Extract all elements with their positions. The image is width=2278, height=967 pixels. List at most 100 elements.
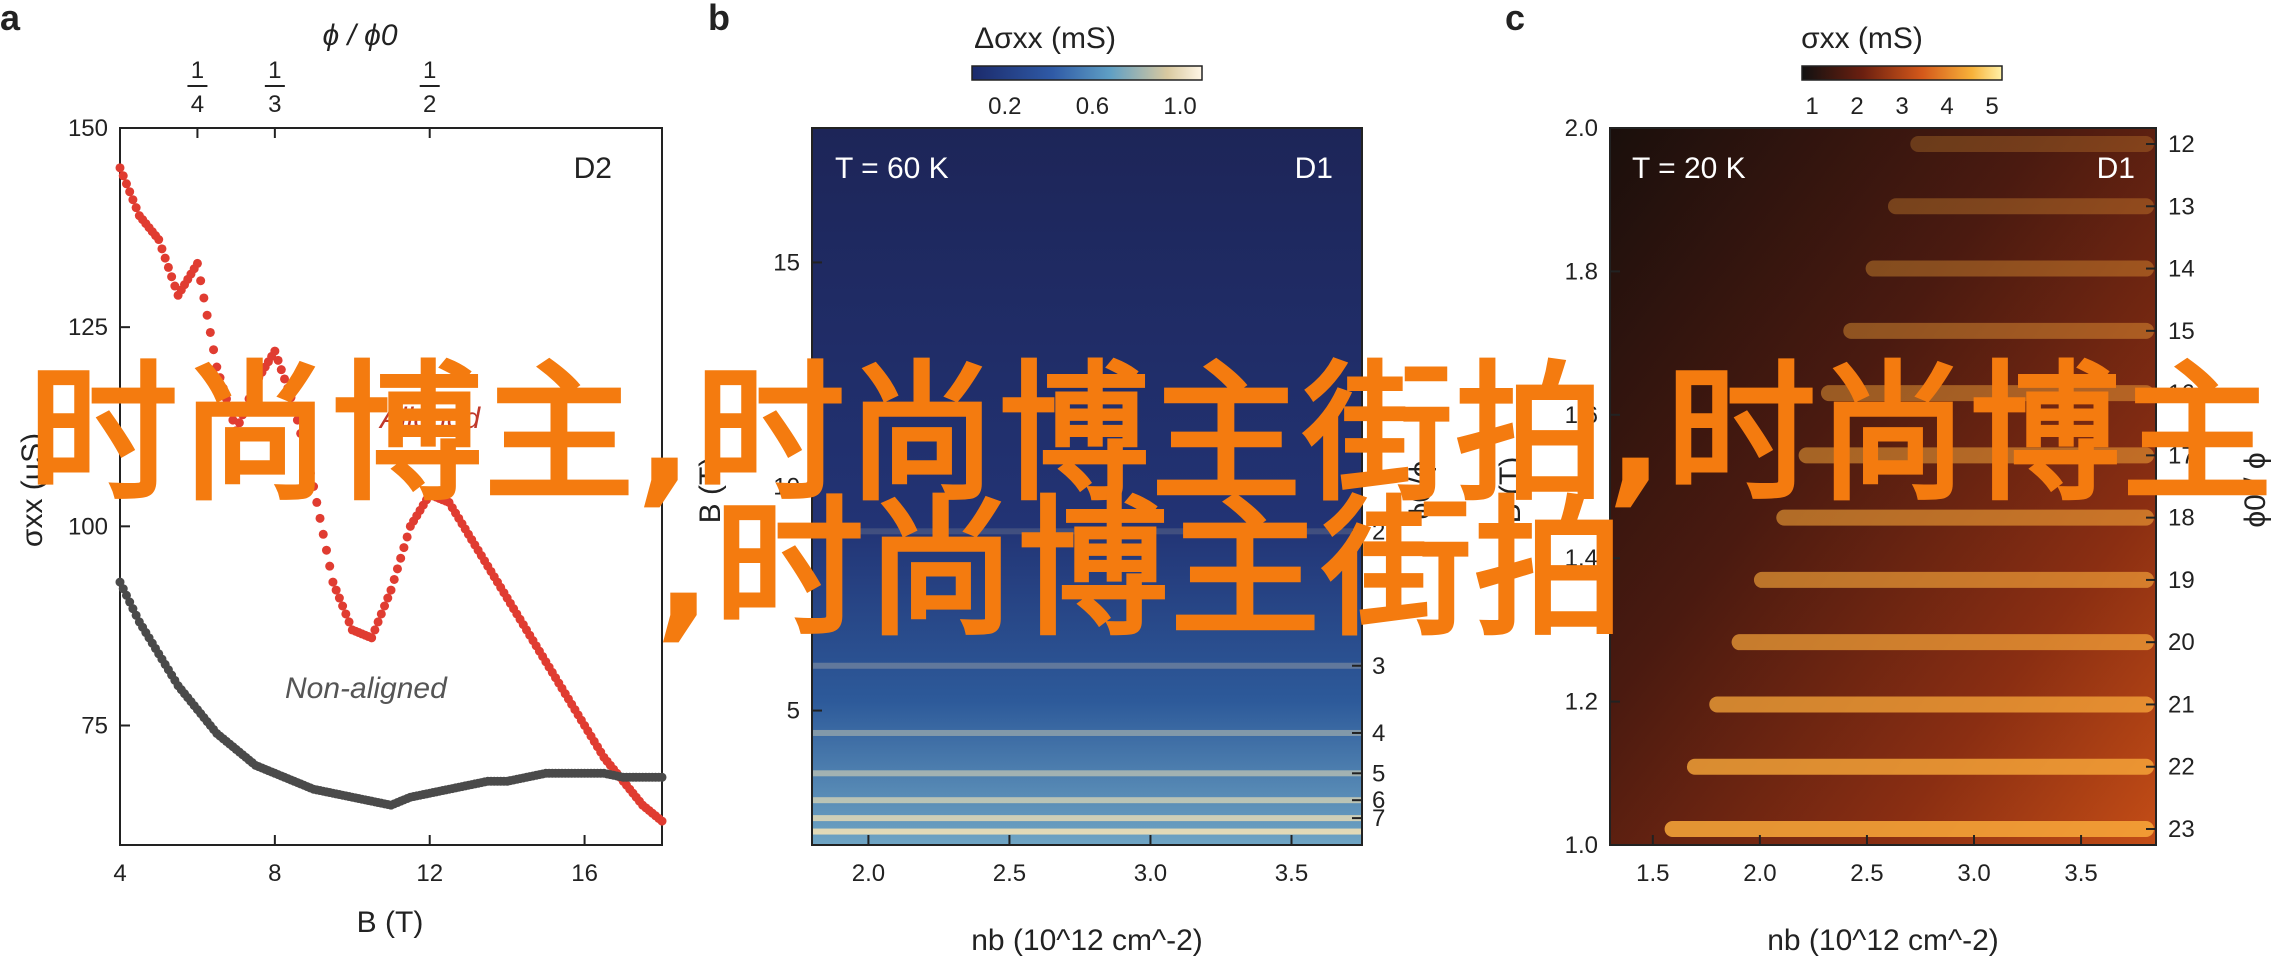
- x-tick-label: 1.5: [1636, 860, 1669, 887]
- data-point: [154, 235, 164, 245]
- data-point: [305, 468, 315, 478]
- y-tick-label: 1.4: [1565, 545, 1598, 572]
- data-point: [367, 633, 377, 643]
- fringe-band: [813, 662, 1361, 669]
- panel-a-axes: [119, 127, 663, 846]
- data-point: [121, 179, 131, 189]
- data-point: [209, 345, 219, 355]
- colorbar-tick-label: 0.2: [988, 93, 1021, 120]
- data-point: [273, 355, 283, 365]
- data-point: [283, 383, 293, 393]
- fringe-band: [1843, 322, 2154, 339]
- x-tick-label: 4: [113, 860, 126, 887]
- colorbar-tick-label: 4: [1940, 93, 1953, 120]
- panel-c-colorbar-ticks: 1 2 3 4 5: [1805, 93, 1998, 120]
- data-point: [202, 310, 212, 320]
- fringe-band: [1798, 447, 2154, 464]
- fringe-band: [813, 528, 1361, 535]
- panel-a-y-label: σxx (μS): [16, 433, 49, 547]
- fringe-band: [1776, 509, 2154, 526]
- data-point: [370, 625, 380, 635]
- data-point: [657, 772, 667, 782]
- right-tick-label: 4: [1372, 720, 1385, 747]
- colorbar-tick-label: 0.6: [1076, 93, 1109, 120]
- right-tick-label: 13: [2168, 193, 2195, 220]
- top-tick-denominator: 4: [191, 91, 204, 118]
- data-point: [125, 187, 135, 197]
- panel-a-aligned-label: Aligned: [378, 402, 481, 435]
- x-tick-label: 2.0: [1743, 860, 1776, 887]
- data-point: [328, 577, 338, 587]
- right-tick-label: 22: [2168, 754, 2195, 781]
- y-tick-label: 75: [81, 713, 108, 740]
- panel-b-right-label: ϕ0/ϕ: [1404, 461, 1437, 520]
- right-tick-label: 6: [1372, 787, 1385, 814]
- fringe-band: [1910, 136, 2154, 152]
- y-tick-label: 1.8: [1565, 258, 1598, 285]
- data-point: [244, 394, 254, 404]
- panel-b-colorbar-label: Δσxx (mS): [974, 22, 1116, 55]
- data-point: [386, 585, 396, 595]
- panel-c-x-ticks: 1.5 2.0 2.5 3.0 3.5: [1636, 835, 2098, 887]
- colorbar-tick-label: 3: [1895, 93, 1908, 120]
- panel-a-x-label: B (T): [357, 906, 424, 939]
- fringe-band: [1731, 634, 2154, 651]
- x-tick-label: 16: [571, 860, 598, 887]
- right-tick-label: 2: [1372, 518, 1385, 545]
- panel-b-y-label: B (T): [694, 457, 727, 524]
- data-point: [199, 293, 209, 303]
- fringe-band: [1887, 198, 2154, 215]
- top-tick-numerator: 1: [423, 57, 436, 84]
- data-point: [396, 553, 406, 563]
- panel-b-x-ticks: 2.0 2.5 3.0 3.5: [852, 835, 1308, 887]
- fringe-band: [1709, 696, 2154, 713]
- fringe-band: [813, 770, 1361, 777]
- data-point: [131, 203, 141, 213]
- right-tick-label: 12: [2168, 131, 2195, 158]
- right-tick-label: 7: [1372, 805, 1385, 832]
- data-point: [196, 276, 206, 286]
- data-point: [318, 529, 328, 539]
- data-point: [334, 593, 344, 603]
- data-point: [115, 163, 125, 173]
- data-point: [163, 262, 173, 272]
- data-point: [247, 386, 257, 396]
- data-point: [231, 426, 241, 436]
- panel-b-axes: [811, 127, 1363, 846]
- data-point: [221, 394, 231, 404]
- data-point: [373, 617, 383, 627]
- right-tick-label: 20: [2168, 629, 2195, 656]
- data-point: [338, 601, 348, 611]
- panel-b-device-tag: D1: [1295, 152, 1333, 185]
- right-tick-label: 21: [2168, 691, 2195, 718]
- panel-b-y-ticks: 5 10 15: [773, 249, 822, 725]
- data-point: [170, 281, 180, 291]
- panel-b-colorbar-ticks: 0.2 0.6 1.0: [988, 93, 1197, 120]
- data-point: [302, 455, 312, 465]
- panel-b-right-ticks: 2 3 4 567: [1352, 518, 1385, 832]
- panel-c-y-label: B (T): [1494, 457, 1527, 524]
- data-point: [321, 545, 331, 555]
- y-tick-label: 1.6: [1565, 402, 1598, 429]
- right-tick-label: 15: [2168, 318, 2195, 345]
- data-point: [167, 272, 177, 282]
- top-tick-numerator: 1: [268, 57, 281, 84]
- y-tick-label: 150: [68, 115, 108, 142]
- data-point: [315, 513, 325, 523]
- data-point: [402, 532, 412, 542]
- panel-c-fringes: [1664, 136, 2154, 837]
- panel-a-letter: a: [0, 0, 21, 38]
- panel-c-temperature: T = 20 K: [1632, 152, 1746, 185]
- panel-c-y-ticks: 1.0 1.2 1.4 1.6 1.8 2.0: [1565, 115, 1620, 859]
- data-point: [289, 402, 299, 412]
- top-tick-numerator: 1: [191, 57, 204, 84]
- y-tick-label: 1.2: [1565, 689, 1598, 716]
- y-tick-label: 1.0: [1565, 832, 1598, 859]
- data-point: [276, 365, 286, 375]
- data-point: [380, 601, 390, 611]
- x-tick-label: 8: [268, 860, 281, 887]
- data-point: [128, 195, 138, 205]
- data-point: [325, 561, 335, 571]
- data-point: [270, 346, 280, 356]
